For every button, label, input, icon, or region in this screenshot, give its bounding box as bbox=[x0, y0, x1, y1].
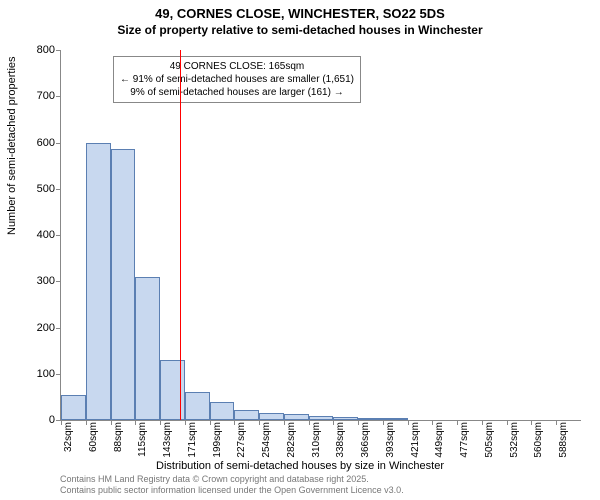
chart-subtitle: Size of property relative to semi-detach… bbox=[0, 21, 600, 37]
plot-area: 49 CORNES CLOSE: 165sqm ← 91% of semi-de… bbox=[60, 50, 581, 421]
histogram-bar bbox=[383, 418, 408, 420]
xtick-label: 282sqm bbox=[286, 422, 297, 462]
ytick-label: 400 bbox=[15, 229, 55, 241]
ytick-mark bbox=[56, 143, 61, 144]
xtick-label: 421sqm bbox=[410, 422, 421, 462]
xtick-mark bbox=[284, 420, 285, 425]
xtick-mark bbox=[309, 420, 310, 425]
histogram-bar bbox=[284, 414, 309, 420]
xtick-mark bbox=[61, 420, 62, 425]
xtick-label: 227sqm bbox=[236, 422, 247, 462]
annotation-line2: ← 91% of semi-detached houses are smalle… bbox=[120, 73, 354, 86]
xtick-mark bbox=[358, 420, 359, 425]
xtick-mark bbox=[383, 420, 384, 425]
annotation-line3: 9% of semi-detached houses are larger (1… bbox=[120, 86, 354, 99]
xtick-label: 449sqm bbox=[434, 422, 445, 462]
footer-line2: Contains public sector information licen… bbox=[60, 485, 404, 496]
xtick-label: 115sqm bbox=[137, 422, 148, 462]
xtick-label: 171sqm bbox=[187, 422, 198, 462]
ytick-label: 200 bbox=[15, 322, 55, 334]
ytick-label: 600 bbox=[15, 137, 55, 149]
histogram-bar bbox=[185, 392, 210, 420]
ytick-mark bbox=[56, 96, 61, 97]
xtick-label: 88sqm bbox=[113, 422, 124, 462]
histogram-bar bbox=[160, 360, 185, 420]
histogram-bar bbox=[135, 277, 160, 420]
histogram-bar bbox=[333, 417, 358, 420]
xtick-label: 310sqm bbox=[311, 422, 322, 462]
histogram-bar bbox=[358, 418, 383, 420]
xtick-mark bbox=[482, 420, 483, 425]
annotation-line1: 49 CORNES CLOSE: 165sqm bbox=[120, 60, 354, 73]
xtick-label: 338sqm bbox=[335, 422, 346, 462]
xtick-mark bbox=[210, 420, 211, 425]
ytick-mark bbox=[56, 235, 61, 236]
xtick-label: 588sqm bbox=[558, 422, 569, 462]
xtick-label: 366sqm bbox=[360, 422, 371, 462]
xtick-mark bbox=[408, 420, 409, 425]
histogram-bar bbox=[259, 413, 284, 420]
histogram-bar bbox=[86, 143, 111, 420]
xtick-mark bbox=[86, 420, 87, 425]
ytick-mark bbox=[56, 50, 61, 51]
ytick-mark bbox=[56, 281, 61, 282]
chart-container: 49, CORNES CLOSE, WINCHESTER, SO22 5DS S… bbox=[0, 0, 600, 500]
xtick-label: 254sqm bbox=[261, 422, 272, 462]
histogram-bar bbox=[61, 395, 86, 420]
xtick-label: 143sqm bbox=[162, 422, 173, 462]
xtick-mark bbox=[185, 420, 186, 425]
ytick-mark bbox=[56, 328, 61, 329]
annotation-box: 49 CORNES CLOSE: 165sqm ← 91% of semi-de… bbox=[113, 56, 361, 103]
ytick-label: 0 bbox=[15, 414, 55, 426]
ytick-label: 100 bbox=[15, 368, 55, 380]
xtick-label: 560sqm bbox=[533, 422, 544, 462]
xtick-label: 505sqm bbox=[484, 422, 495, 462]
ytick-mark bbox=[56, 189, 61, 190]
property-marker-line bbox=[180, 50, 181, 420]
xtick-label: 532sqm bbox=[509, 422, 520, 462]
chart-title: 49, CORNES CLOSE, WINCHESTER, SO22 5DS bbox=[0, 0, 600, 21]
histogram-bar bbox=[234, 410, 259, 420]
xtick-label: 32sqm bbox=[63, 422, 74, 462]
ytick-label: 500 bbox=[15, 183, 55, 195]
histogram-bar bbox=[210, 402, 235, 421]
ytick-label: 700 bbox=[15, 90, 55, 102]
xtick-label: 477sqm bbox=[459, 422, 470, 462]
xtick-mark bbox=[507, 420, 508, 425]
xtick-label: 60sqm bbox=[88, 422, 99, 462]
ytick-label: 300 bbox=[15, 275, 55, 287]
xtick-mark bbox=[111, 420, 112, 425]
footer-line1: Contains HM Land Registry data © Crown c… bbox=[60, 474, 404, 485]
histogram-bar bbox=[309, 416, 334, 420]
ytick-mark bbox=[56, 374, 61, 375]
xtick-mark bbox=[259, 420, 260, 425]
xtick-label: 199sqm bbox=[212, 422, 223, 462]
ytick-label: 800 bbox=[15, 44, 55, 56]
footer-attribution: Contains HM Land Registry data © Crown c… bbox=[60, 474, 404, 496]
histogram-bar bbox=[111, 149, 136, 420]
xtick-mark bbox=[160, 420, 161, 425]
xtick-label: 393sqm bbox=[385, 422, 396, 462]
